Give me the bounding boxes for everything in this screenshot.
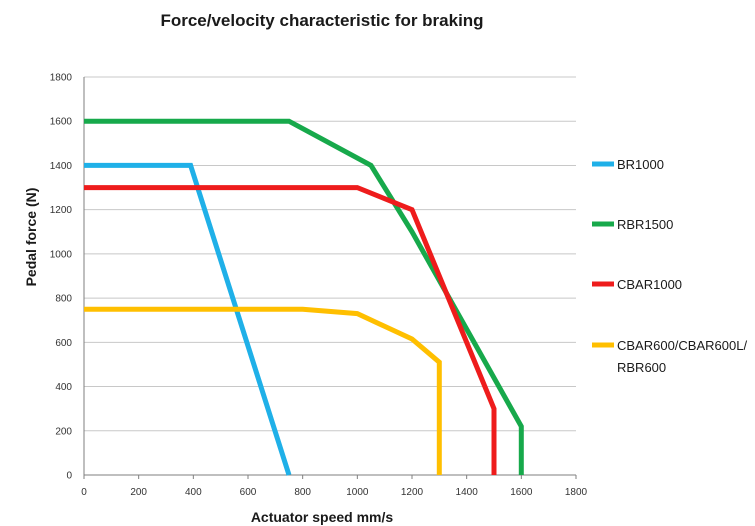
series-line-cbar1000 (84, 185, 497, 475)
x-tick-label: 1600 (510, 487, 533, 498)
x-tick-label: 600 (240, 487, 257, 498)
chart-title: Force/velocity characteristic for brakin… (160, 11, 483, 30)
legend-label: CBAR600/CBAR600L/ (617, 338, 747, 353)
legend-label-line2: RBR600 (617, 360, 666, 375)
legend-label: BR1000 (617, 157, 664, 172)
y-tick-label: 1000 (50, 249, 73, 260)
y-tick-label: 200 (55, 426, 72, 437)
y-tick-label: 1400 (50, 161, 73, 172)
y-tick-label: 400 (55, 382, 72, 393)
series-line-br1000 (84, 162, 292, 476)
y-tick-label: 0 (66, 471, 72, 482)
y-tick-label: 800 (55, 294, 72, 305)
x-tick-label: 200 (130, 487, 147, 498)
series-line-rbr1500 (84, 118, 524, 475)
legend: BR1000 RBR1500 CBAR1000 CBAR600/CBAR600L/RB… (592, 157, 747, 375)
x-tick-label: 1200 (401, 487, 424, 498)
series-line-cbar600-cbar600l (84, 306, 442, 475)
grid (84, 76, 576, 432)
x-tick-label: 800 (294, 487, 311, 498)
y-tick-label: 600 (55, 338, 72, 349)
y-tick-label: 1800 (50, 73, 73, 84)
x-axis-label: Actuator speed mm/s (251, 509, 394, 525)
y-tick-label: 1200 (50, 205, 73, 216)
legend-label: CBAR1000 (617, 277, 682, 292)
x-tick-label: 0 (81, 487, 87, 498)
series-group (84, 118, 524, 476)
axes (83, 77, 577, 479)
y-axis-label: Pedal force (N) (23, 188, 39, 287)
x-tick-label: 400 (185, 487, 202, 498)
x-tick-label: 1800 (565, 487, 588, 498)
y-tick-labels: 0 200 400 600 800 1000 1200 1400 1600 1800 (50, 73, 73, 482)
x-tick-label: 1000 (346, 487, 369, 498)
x-tick-labels: 0 200 400 600 800 1000 1200 1400 1600 1800 (81, 487, 587, 498)
x-tick-label: 1400 (456, 487, 479, 498)
y-tick-label: 1600 (50, 117, 73, 128)
legend-label: RBR1500 (617, 217, 673, 232)
